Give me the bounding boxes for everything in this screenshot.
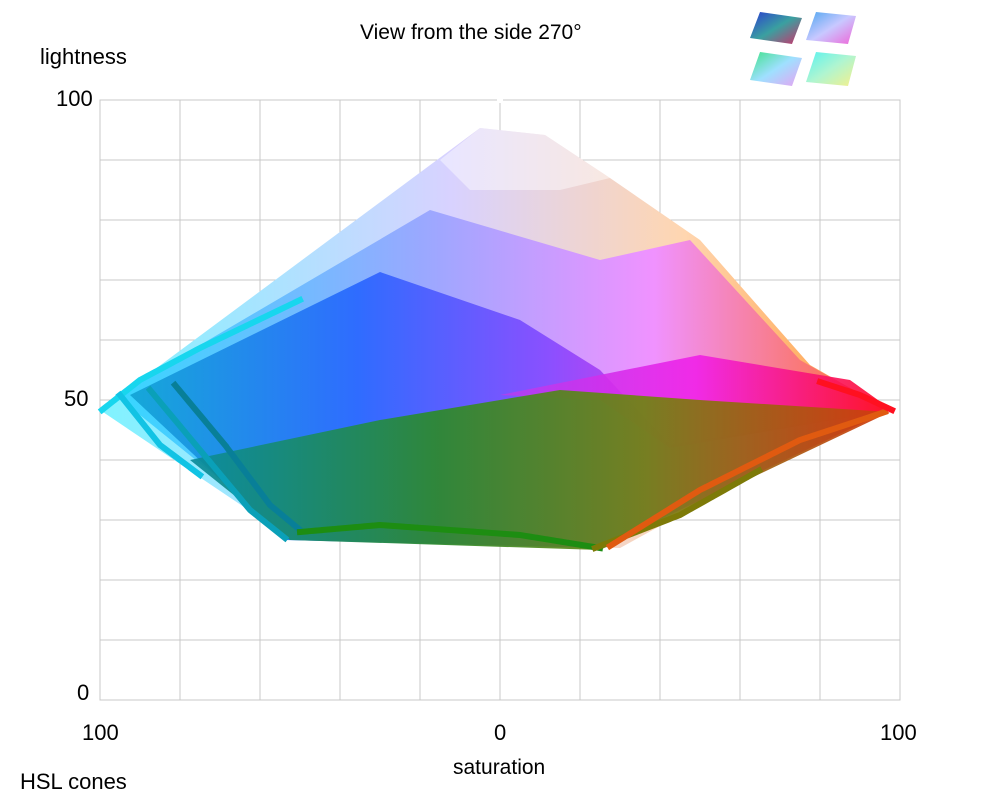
rim-cyan-inner-1	[115, 390, 205, 480]
rim-teal-2	[170, 380, 305, 535]
cone-edge-rims	[97, 295, 896, 552]
view-thumbnail-2-icon	[806, 12, 856, 44]
apex-marker	[497, 95, 503, 103]
hsl-cone-surfaces	[100, 128, 892, 550]
y-axis-label: lightness	[40, 44, 127, 69]
x-tick-left-100: 100	[82, 720, 119, 745]
view-thumbnail-3-icon	[750, 52, 802, 86]
rim-teal-1	[145, 385, 290, 543]
y-tick-0: 0	[77, 680, 90, 705]
rim-red	[816, 378, 896, 414]
x-tick-right-100: 100	[880, 720, 917, 745]
view-title: View from the side 270°	[360, 21, 582, 44]
view-thumbnail-3[interactable]	[748, 48, 804, 90]
x-tick-0: 0	[494, 720, 507, 745]
view-thumbnail-1[interactable]	[748, 8, 804, 48]
cone-layer-bottom	[190, 390, 890, 550]
view-thumbnail-1-icon	[750, 12, 802, 44]
footer-caption: HSL cones	[20, 769, 127, 794]
x-axis-label: saturation	[453, 756, 546, 779]
rim-orange	[605, 408, 889, 551]
view-thumbnail-2[interactable]	[802, 8, 858, 48]
view-thumbnail-4[interactable]	[802, 48, 858, 90]
rim-green	[296, 521, 604, 552]
y-tick-100: 100	[56, 86, 93, 111]
cone-top-cap	[440, 128, 610, 190]
view-thumbnail-4-icon	[806, 52, 856, 86]
y-tick-50: 50	[64, 386, 89, 411]
